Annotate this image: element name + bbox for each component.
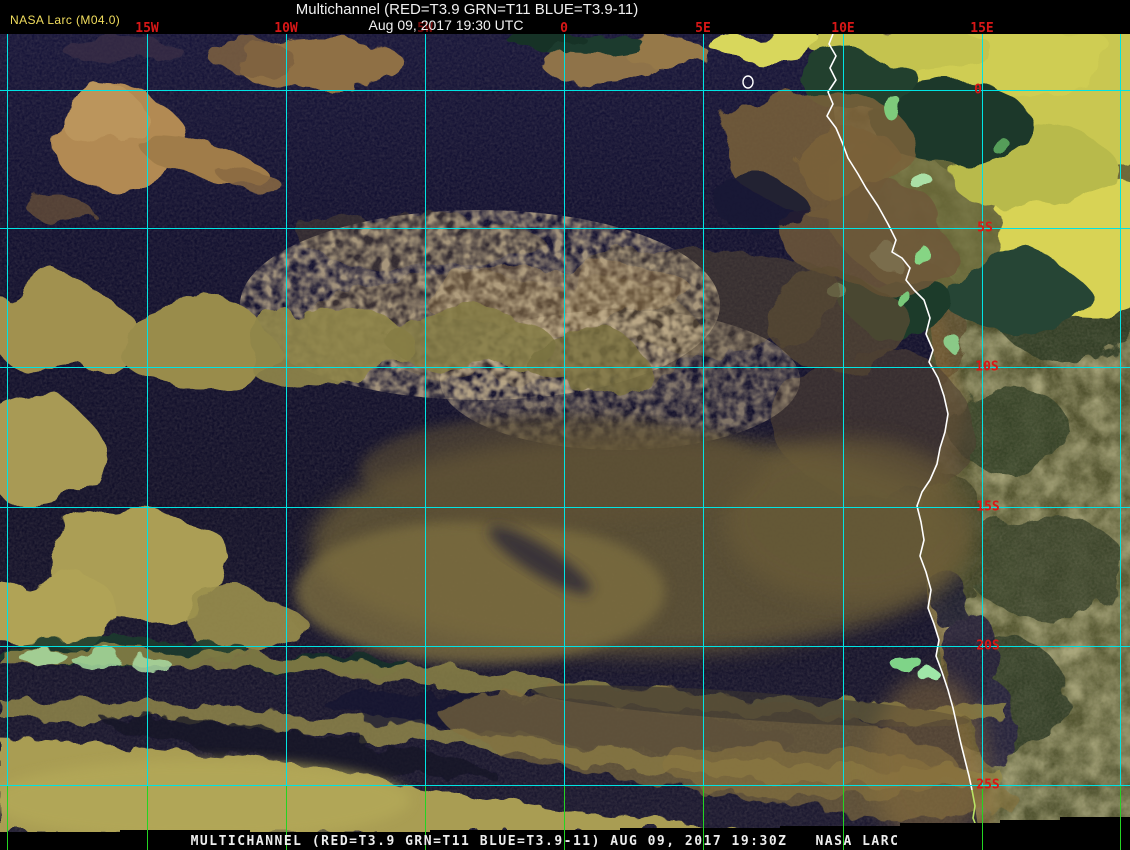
meridian-line bbox=[7, 34, 8, 785]
header-bar bbox=[0, 0, 1130, 34]
meridian-line bbox=[564, 34, 565, 785]
longitude-label: 15W bbox=[135, 21, 159, 36]
meridian-line bbox=[703, 34, 704, 785]
parallel-line bbox=[0, 646, 1130, 647]
meridian-line bbox=[1120, 34, 1121, 785]
longitude-label: 10E bbox=[831, 21, 855, 36]
meridian-line-south bbox=[843, 785, 844, 850]
meridian-line-south bbox=[982, 785, 983, 850]
footer-caption: MULTICHANNEL (RED=T3.9 GRN=T11 BLUE=T3.9… bbox=[190, 834, 900, 849]
latitude-label: 25S bbox=[976, 777, 1000, 793]
parallel-line bbox=[0, 228, 1130, 229]
longitude-label: 5E bbox=[695, 21, 711, 36]
latitude-label: 5S bbox=[977, 220, 993, 236]
meridian-line bbox=[425, 34, 426, 785]
latitude-label: 15S bbox=[976, 499, 1000, 515]
latitude-label: 10S bbox=[975, 359, 999, 375]
image-timestamp: Aug 09, 2017 19:30 UTC bbox=[368, 17, 524, 33]
meridian-line-south bbox=[147, 785, 148, 850]
parallel-line bbox=[0, 367, 1130, 368]
island-outline bbox=[742, 75, 754, 89]
meridian-line-south bbox=[7, 785, 8, 850]
meridian-line-south bbox=[564, 785, 565, 850]
latitude-label: 0 bbox=[974, 82, 982, 98]
longitude-label: 0 bbox=[560, 21, 568, 36]
meridian-line-south bbox=[286, 785, 287, 850]
meridian-line-south bbox=[425, 785, 426, 850]
meridian-line bbox=[147, 34, 148, 785]
longitude-label: 5W bbox=[417, 21, 433, 36]
longitude-label: 10W bbox=[274, 21, 298, 36]
meridian-line-south bbox=[1120, 785, 1121, 850]
meridian-line bbox=[982, 34, 983, 785]
meridian-line bbox=[286, 34, 287, 785]
parallel-line bbox=[0, 785, 1130, 786]
green-cloud-specks bbox=[18, 94, 1015, 684]
dust-haze bbox=[295, 415, 975, 664]
meridian-line-south bbox=[703, 785, 704, 850]
parallel-line bbox=[0, 507, 1130, 508]
image-title: Multichannel (RED=T3.9 GRN=T11 BLUE=T3.9… bbox=[295, 1, 639, 18]
west-khaki-band bbox=[0, 284, 640, 654]
south-cloud-bands bbox=[0, 638, 1020, 833]
parallel-line bbox=[0, 90, 1130, 91]
west-tan-cloud bbox=[30, 89, 293, 224]
meridian-line bbox=[843, 34, 844, 785]
latitude-label: 20S bbox=[976, 638, 1000, 654]
longitude-label: 15E bbox=[970, 21, 994, 36]
source-label: NASA Larc (M04.0) bbox=[10, 13, 121, 27]
image-bottom-edge bbox=[0, 817, 1130, 850]
